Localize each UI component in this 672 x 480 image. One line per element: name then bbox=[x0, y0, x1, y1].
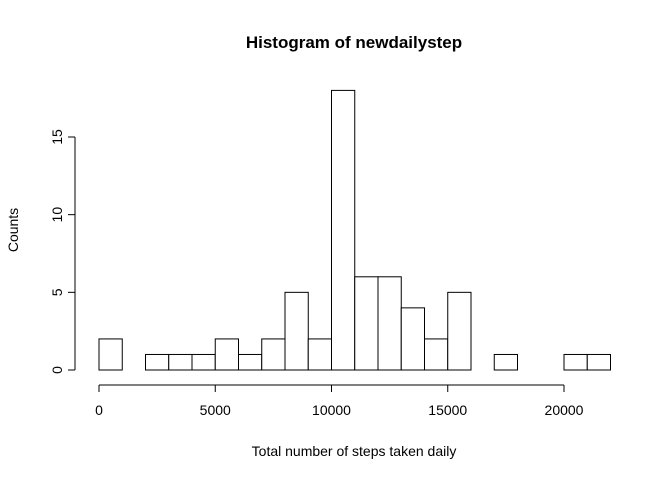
bar bbox=[214, 338, 239, 371]
bar bbox=[238, 353, 263, 371]
x-tick-label: 20000 bbox=[545, 402, 584, 418]
bar bbox=[98, 338, 123, 371]
x-tick-label: 5000 bbox=[200, 402, 231, 418]
x-tick-label: 15000 bbox=[428, 402, 467, 418]
bar bbox=[145, 353, 170, 371]
bar bbox=[354, 276, 379, 371]
bar bbox=[261, 338, 286, 371]
bar bbox=[447, 291, 472, 371]
bar bbox=[331, 89, 356, 371]
bar bbox=[168, 353, 193, 371]
x-axis-label: Total number of steps taken daily bbox=[252, 443, 457, 459]
bar bbox=[377, 276, 402, 371]
bar bbox=[284, 291, 309, 371]
chart-title: Histogram of newdailystep bbox=[246, 33, 462, 52]
bar bbox=[191, 353, 216, 371]
y-tick-label: 10 bbox=[49, 207, 65, 223]
bar bbox=[424, 338, 449, 371]
y-axis-label: Counts bbox=[5, 208, 21, 252]
bar bbox=[586, 353, 611, 371]
x-tick-label: 10000 bbox=[312, 402, 351, 418]
y-tick-label: 5 bbox=[49, 288, 65, 296]
bar bbox=[400, 307, 425, 371]
bar bbox=[307, 338, 332, 371]
bar bbox=[493, 353, 518, 371]
x-tick-label: 0 bbox=[95, 402, 103, 418]
y-tick-label: 0 bbox=[49, 366, 65, 374]
y-tick-label: 15 bbox=[49, 129, 65, 145]
bar bbox=[563, 353, 588, 371]
